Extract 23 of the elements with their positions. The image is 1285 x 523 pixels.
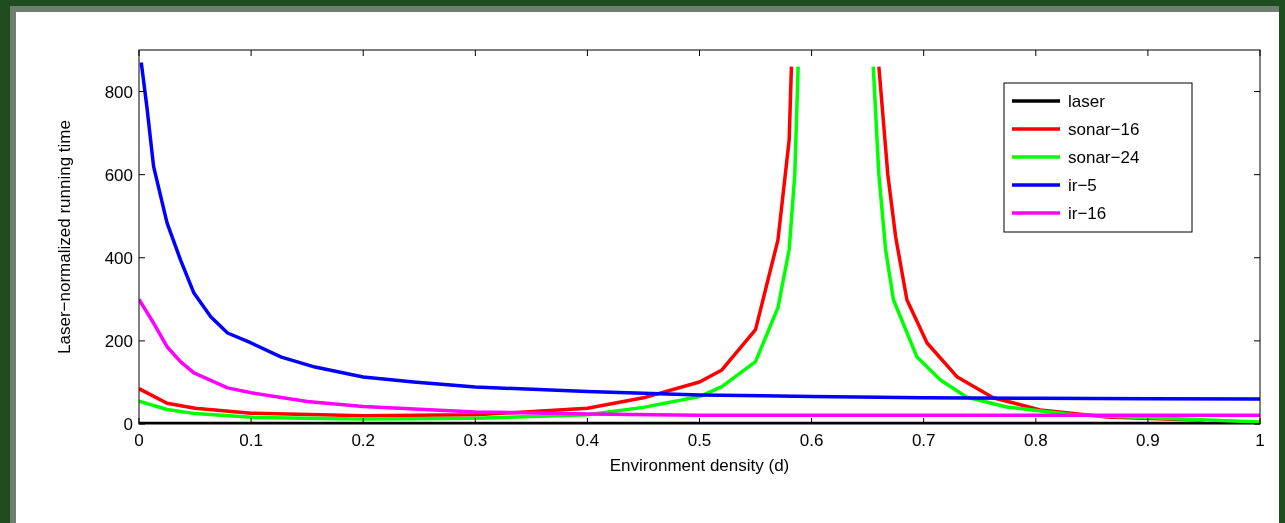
x-tick-label: 0.5	[687, 431, 712, 450]
x-tick-label: 0.4	[575, 431, 600, 450]
y-tick-label: 400	[104, 248, 133, 268]
x-tick-label: 0.7	[911, 431, 936, 450]
x-axis-title: Environment density (d)	[609, 456, 790, 475]
x-tick-label: 0.3	[463, 431, 488, 450]
legend-label: sonar−24	[1068, 148, 1140, 167]
y-tick-label: 800	[104, 82, 133, 102]
y-axis-title: Laser−normalized running time	[55, 120, 74, 354]
line-series	[139, 297, 1260, 418]
x-tick-label: 0.2	[351, 431, 376, 450]
x-tick-label: 0.8	[1023, 431, 1048, 450]
x-tick-label: 0.9	[1136, 431, 1160, 450]
legend-label: ir−5	[1068, 176, 1097, 195]
legend-label: laser	[1068, 92, 1106, 111]
x-tick-label: 0.1	[239, 431, 263, 450]
legend-label: sonar−16	[1068, 120, 1140, 139]
y-tick-label: 200	[104, 331, 133, 351]
x-tick-label: 1	[1255, 431, 1265, 450]
legend-label: ir−16	[1068, 204, 1107, 223]
y-tick-label: 0	[123, 415, 133, 434]
x-tick-label: 0.6	[799, 431, 824, 450]
y-tick-label: 600	[104, 165, 133, 185]
